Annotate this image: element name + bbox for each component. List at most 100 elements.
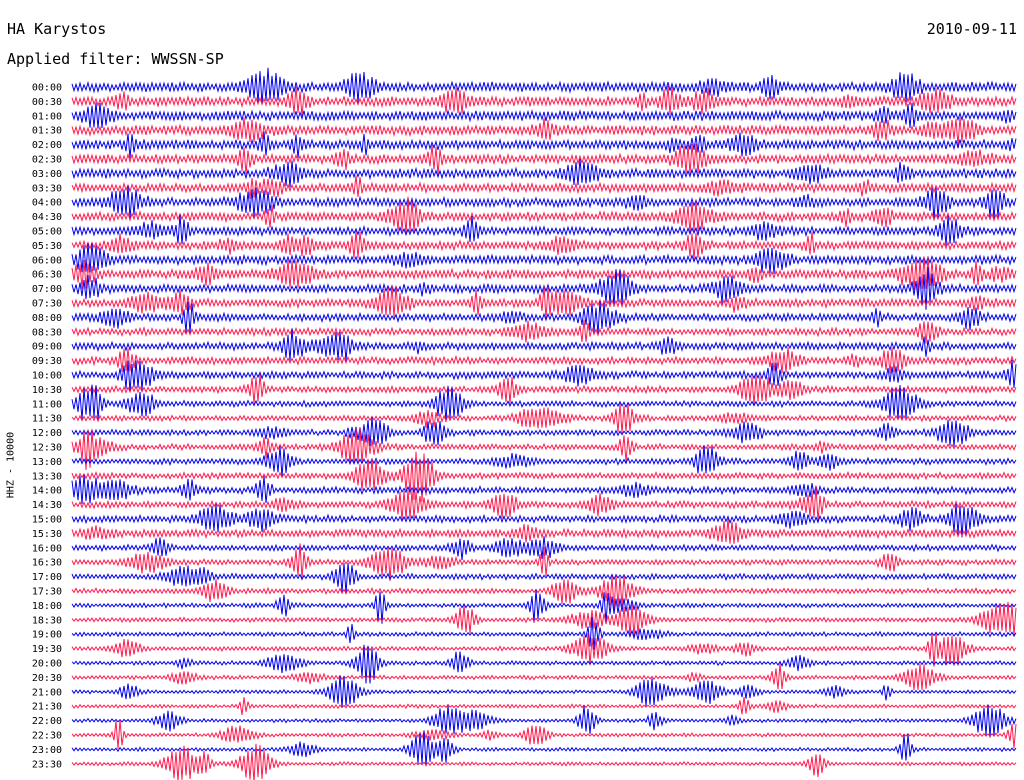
- seismic-trace: [71, 633, 1017, 667]
- time-label: 05:30: [32, 241, 62, 252]
- seismic-trace: [71, 562, 1017, 595]
- time-label: 12:30: [32, 443, 62, 454]
- time-label: 09:00: [32, 342, 62, 353]
- station-title: HA Karystos: [7, 20, 107, 38]
- seismic-trace: [71, 384, 1017, 423]
- time-label: 10:30: [32, 385, 62, 396]
- seismic-trace: [71, 359, 1017, 393]
- time-label: 17:00: [32, 572, 62, 583]
- seismic-trace: [71, 730, 1017, 767]
- time-label: 23:30: [32, 759, 62, 770]
- seismic-trace: [71, 319, 1017, 344]
- time-label: 04:30: [32, 212, 62, 223]
- time-label: 03:30: [32, 183, 62, 194]
- time-label: 14:00: [32, 486, 62, 497]
- time-label: 10:00: [32, 371, 62, 382]
- seismic-trace: [71, 300, 1017, 335]
- seismic-trace: [71, 451, 1017, 502]
- time-label: 08:00: [32, 313, 62, 324]
- time-label: 16:00: [32, 543, 62, 554]
- seismic-trace: [71, 663, 1017, 691]
- seismic-trace: [71, 86, 1017, 117]
- seismic-trace: [71, 575, 1017, 610]
- time-label: 18:00: [32, 601, 62, 612]
- time-label: 03:00: [32, 169, 62, 180]
- time-label: 02:00: [32, 140, 62, 151]
- time-label: 16:30: [32, 558, 62, 569]
- time-label: 00:00: [32, 83, 62, 94]
- seismic-trace: [71, 428, 1017, 471]
- seismic-trace: [71, 536, 1017, 561]
- seismic-trace: [71, 675, 1017, 709]
- time-label: 07:00: [32, 284, 62, 295]
- time-label: 20:00: [32, 659, 62, 670]
- date-title: 2010-09-11: [926, 20, 1017, 38]
- seismic-trace: [71, 131, 1017, 159]
- time-label: 15:30: [32, 529, 62, 540]
- time-label: 21:30: [32, 702, 62, 713]
- seismic-traces: [71, 67, 1017, 780]
- time-label: 21:00: [32, 687, 62, 698]
- seismic-trace: [71, 445, 1017, 478]
- seismic-trace: [71, 743, 1017, 780]
- seismic-trace: [71, 242, 1017, 274]
- time-label: 19:30: [32, 644, 62, 655]
- seismic-trace: [71, 704, 1017, 738]
- time-label: 13:00: [32, 457, 62, 468]
- time-label: 07:30: [32, 299, 62, 310]
- time-label: 11:00: [32, 399, 62, 410]
- seismic-trace: [71, 696, 1017, 716]
- time-label: 14:30: [32, 500, 62, 511]
- seismic-trace: [71, 102, 1017, 129]
- seismic-trace: [71, 403, 1017, 434]
- seismic-trace: [71, 486, 1017, 522]
- seismic-trace: [71, 267, 1017, 310]
- time-label: 08:30: [32, 327, 62, 338]
- seismic-trace: [71, 328, 1017, 361]
- seismic-trace: [71, 543, 1017, 581]
- time-label: 15:00: [32, 515, 62, 526]
- time-label: 05:00: [32, 227, 62, 238]
- seismic-trace: [71, 175, 1017, 199]
- time-label: 22:30: [32, 731, 62, 742]
- seismic-trace: [71, 196, 1017, 235]
- seismic-trace: [71, 214, 1017, 246]
- time-labels: 00:00 00:30 01:00 01:30 02:00 02:30 03:00 03:30…: [32, 83, 62, 771]
- time-label: 02:30: [32, 155, 62, 166]
- time-label: 06:00: [32, 255, 62, 266]
- seismic-trace: [71, 616, 1017, 650]
- time-label: 00:30: [32, 97, 62, 108]
- time-label: 20:30: [32, 673, 62, 684]
- seismic-trace: [71, 143, 1017, 175]
- time-label: 13:30: [32, 471, 62, 482]
- seismic-trace: [71, 601, 1017, 637]
- seismic-trace: [71, 256, 1017, 294]
- seismic-trace: [71, 230, 1017, 260]
- filter-label: Applied filter: WWSSN-SP: [7, 50, 224, 68]
- time-label: 11:30: [32, 414, 62, 425]
- time-label: 01:30: [32, 126, 62, 137]
- seismic-trace: [71, 589, 1017, 624]
- seismic-trace: [71, 416, 1017, 447]
- seismic-trace: [71, 285, 1017, 319]
- seismic-trace: [71, 185, 1017, 221]
- seismic-trace: [71, 474, 1017, 505]
- seismic-trace: [71, 644, 1017, 684]
- time-label: 17:30: [32, 587, 62, 598]
- seismic-trace: [71, 347, 1017, 374]
- time-label: 04:00: [32, 198, 62, 209]
- seismic-trace: [71, 374, 1017, 406]
- time-label: 12:00: [32, 428, 62, 439]
- seismic-trace: [71, 503, 1017, 538]
- time-label: 23:00: [32, 745, 62, 756]
- time-label: 01:00: [32, 111, 62, 122]
- seismic-trace: [71, 719, 1017, 749]
- seismic-trace: [71, 117, 1017, 146]
- seismic-trace: [71, 67, 1017, 105]
- seismic-trace: [71, 158, 1017, 188]
- time-label: 22:00: [32, 716, 62, 727]
- seismic-trace: [71, 519, 1017, 544]
- time-label: 06:30: [32, 270, 62, 281]
- time-label: 19:00: [32, 630, 62, 641]
